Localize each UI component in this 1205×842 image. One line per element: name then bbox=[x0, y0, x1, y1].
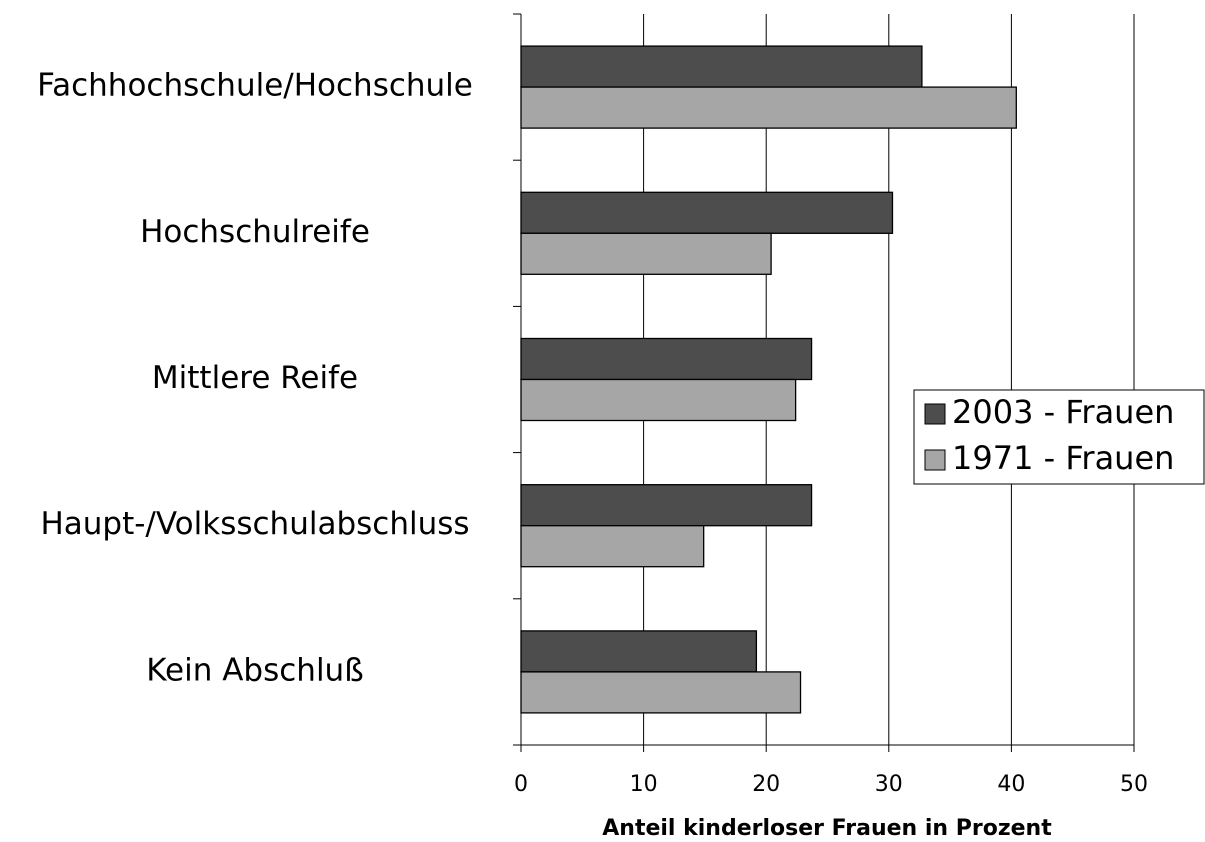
legend-swatch bbox=[924, 449, 946, 471]
bar bbox=[520, 671, 802, 714]
y-tick-label: Hochschulreife bbox=[140, 214, 370, 250]
x-tick-label: 40 bbox=[997, 772, 1025, 797]
x-tick-label: 0 bbox=[514, 772, 528, 797]
bar bbox=[520, 232, 772, 275]
x-tick-label: 10 bbox=[630, 772, 658, 797]
bar bbox=[520, 86, 1017, 129]
y-tick-label: Fachhochschule/Hochschule bbox=[37, 68, 473, 104]
legend-box bbox=[913, 389, 1205, 485]
legend-label: 1971 - Frauen bbox=[952, 439, 1174, 477]
bar bbox=[520, 630, 758, 673]
bar bbox=[520, 45, 923, 88]
x-axis-title: Anteil kinderloser Frauen in Prozent bbox=[602, 816, 1052, 841]
bar bbox=[520, 337, 813, 381]
bar bbox=[520, 378, 797, 422]
x-tick-label: 50 bbox=[1120, 772, 1148, 797]
y-tick-label: Haupt-/Volksschulabschluss bbox=[40, 506, 469, 542]
legend-label: 2003 - Frauen bbox=[952, 393, 1174, 431]
y-tick-label: Kein Abschluß bbox=[146, 652, 363, 688]
bar bbox=[520, 191, 894, 234]
legend-swatch bbox=[924, 403, 946, 425]
y-tick-label: Mittlere Reife bbox=[152, 360, 358, 396]
x-tick-label: 20 bbox=[752, 772, 780, 797]
x-tick-label: 30 bbox=[875, 772, 903, 797]
bar bbox=[520, 484, 813, 527]
bar bbox=[520, 525, 705, 568]
